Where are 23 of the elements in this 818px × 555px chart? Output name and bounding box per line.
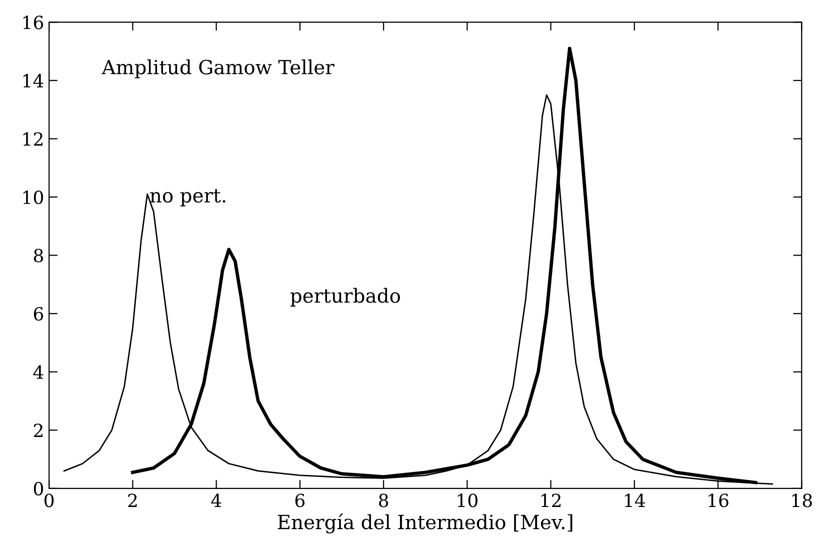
x-tick-label: 14 — [625, 494, 645, 507]
annotation: Amplitud Gamow Teller — [102, 59, 334, 78]
y-tick-label: 2 — [34, 424, 42, 437]
x-tick-label: 18 — [792, 494, 812, 508]
x-tick-label: 16 — [708, 494, 728, 508]
y-tick-label: 8 — [34, 248, 44, 262]
y-tick-label: 6 — [34, 307, 44, 321]
x-tick-label: 10 — [458, 494, 478, 508]
x-tick-label: 6 — [295, 494, 305, 508]
x-axis-title: Energía del Intermedio [Mev.] — [278, 514, 572, 534]
y-tick-label: 12 — [23, 132, 42, 146]
x-tick-label: 12 — [542, 494, 560, 507]
y-tick-label: 4 — [33, 365, 44, 379]
y-tick-label: 14 — [23, 74, 44, 88]
x-tick-label: 8 — [379, 494, 388, 508]
annotation: no pert. — [150, 189, 226, 206]
y-tick-label: 10 — [23, 190, 44, 204]
x-tick-label: 0 — [44, 494, 54, 508]
y-tick-label: 16 — [23, 16, 44, 30]
x-tick-label: 2 — [128, 494, 137, 507]
annotation: perturbado — [290, 288, 400, 307]
x-tick-label: 4 — [211, 494, 222, 507]
y-tick-label: 0 — [34, 482, 44, 496]
